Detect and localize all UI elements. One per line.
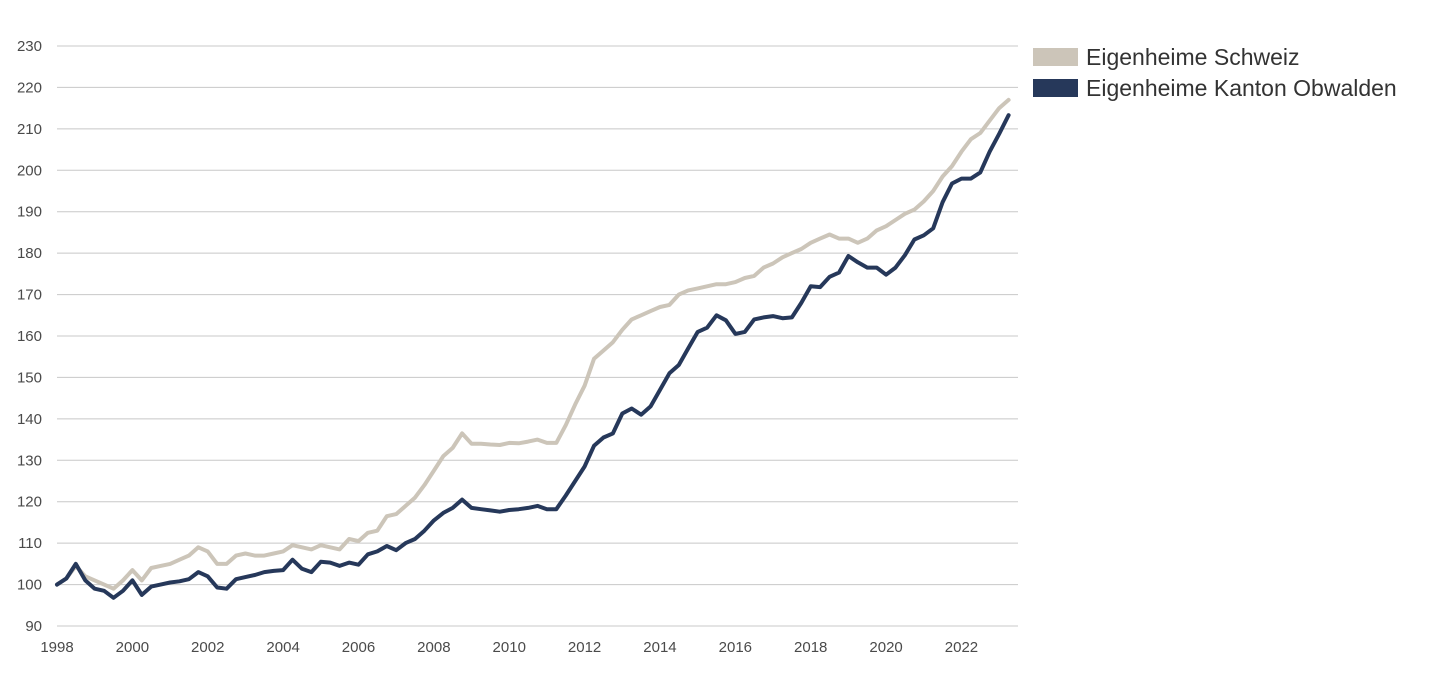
y-tick-label: 120 [17,494,42,511]
y-tick-label: 100 [17,577,42,594]
x-tick-label: 2018 [794,639,827,656]
x-tick-label: 2002 [191,639,224,656]
y-tick-label: 110 [18,535,42,552]
x-tick-label: 1998 [40,639,73,656]
y-tick-label: 210 [17,121,42,138]
legend-label-eigenheime-schweiz: Eigenheime Schweiz [1086,44,1300,70]
x-axis-tick-labels: 1998 2000 2002 2004 2006 2008 2010 2012 2014 2016… [40,639,978,656]
x-tick-label: 2008 [417,639,450,656]
y-tick-label: 140 [17,411,42,428]
y-tick-label: 220 [17,79,42,96]
y-tick-label: 200 [17,162,42,179]
legend-label-eigenheime-kanton-obwalden: Eigenheime Kanton Obwalden [1086,75,1397,101]
legend: Eigenheime Schweiz Eigenheime Kanton Obw… [1033,44,1397,101]
x-tick-label: 2014 [643,639,676,656]
x-tick-label: 2016 [719,639,752,656]
y-tick-label: 180 [17,245,42,262]
y-tick-label: 170 [17,287,42,304]
legend-swatch-eigenheime-kanton-obwalden [1033,79,1078,97]
series-lines [55,97,1011,600]
y-tick-label: 230 [17,38,42,55]
y-tick-label: 130 [17,452,42,469]
series-line-eigenheime-schweiz [55,97,1011,591]
x-tick-label: 2006 [342,639,375,656]
x-tick-label: 2010 [493,639,526,656]
y-tick-label: 150 [17,369,42,386]
y-axis-tick-labels: 90 100 110 120 130 140 150 160 170 180 190 200 210 22… [17,38,42,635]
legend-swatch-eigenheime-schweiz [1033,48,1078,66]
y-tick-label: 160 [17,328,42,345]
series-line-eigenheime-kanton-obwalden [55,113,1011,600]
x-tick-label: 2004 [266,639,299,656]
x-tick-label: 2012 [568,639,601,656]
x-tick-label: 2020 [869,639,902,656]
x-tick-label: 2022 [945,639,978,656]
y-gridlines [57,45,1018,627]
y-tick-label: 190 [17,204,42,221]
y-tick-label: 90 [25,618,42,635]
x-tick-label: 2000 [116,639,149,656]
